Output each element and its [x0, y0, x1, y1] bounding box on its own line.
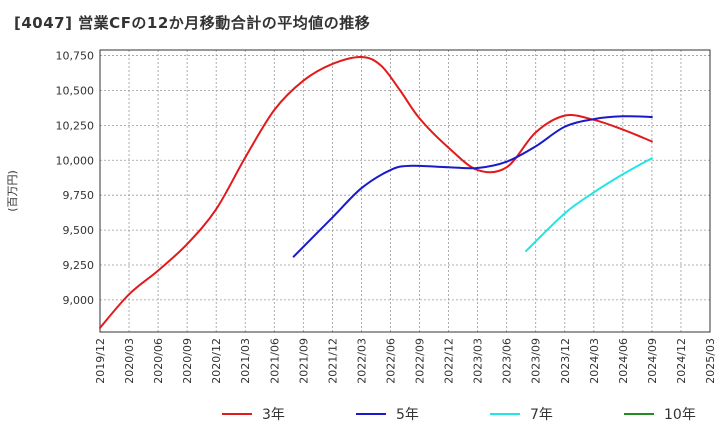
series-layer [99, 55, 653, 329]
y-tick-label: 9,250 [63, 259, 95, 272]
series-line-1 [99, 55, 653, 329]
x-tick-label: 2021/09 [297, 338, 310, 384]
x-tick-label: 2024/03 [588, 338, 601, 384]
x-tick-label: 2024/06 [617, 338, 630, 384]
x-tick-label: 2021/06 [268, 338, 281, 384]
x-tick-label: 2023/06 [501, 338, 514, 384]
chart-title: [4047] 営業CFの12か月移動合計の平均値の推移 [14, 14, 371, 32]
series-line-2 [292, 115, 653, 258]
legend-label: 5年 [396, 407, 419, 423]
x-tick-label: 2023/03 [472, 338, 485, 384]
x-tick-label: 2024/12 [675, 338, 688, 384]
x-tick-label: 2022/12 [443, 338, 456, 384]
x-tick-label: 2021/03 [239, 338, 252, 384]
legend-label: 3年 [262, 407, 285, 423]
x-tick-label: 2020/06 [152, 338, 165, 384]
y-tick-label: 9,750 [63, 189, 95, 202]
x-tick-label: 2023/09 [530, 338, 543, 384]
y-tick-label: 10,000 [56, 154, 95, 167]
grid-layer [99, 50, 711, 332]
legend-item: 7年 [490, 407, 553, 423]
y-tick-label: 10,500 [56, 84, 95, 97]
plot-frame [99, 49, 711, 333]
legend-item: 10年 [624, 407, 696, 423]
y-tick-label: 9,500 [63, 224, 95, 237]
x-tick-label: 2019/12 [94, 338, 107, 384]
y-tick-label: 9,000 [63, 294, 95, 307]
y-axis-label: (百万円) [6, 170, 19, 212]
x-tick-label: 2022/06 [384, 338, 397, 384]
x-tick-label: 2020/09 [181, 338, 194, 384]
x-tick-label: 2022/09 [414, 338, 427, 384]
legend-item: 5年 [356, 407, 419, 423]
legend-label: 10年 [664, 407, 696, 423]
legend-item: 3年 [222, 407, 285, 423]
y-axis: 9,000 9,250 9,500 9,750 10,000 10,250 10,500 10… [56, 50, 95, 307]
series-line-3 [525, 157, 653, 253]
x-tick-label: 2023/12 [559, 338, 572, 384]
x-tick-label: 2024/09 [646, 338, 659, 384]
x-tick-label: 2020/03 [123, 338, 136, 384]
x-tick-label: 2022/03 [355, 338, 368, 384]
y-tick-label: 10,750 [56, 50, 95, 63]
legend: 3年 5年 7年 10年 [222, 407, 696, 423]
y-tick-label: 10,250 [56, 119, 95, 132]
x-tick-label: 2025/03 [704, 338, 717, 384]
x-tick-label: 2020/12 [210, 338, 223, 384]
x-tick-label: 2021/12 [326, 338, 339, 384]
legend-label: 7年 [530, 407, 553, 423]
x-axis: 2019/12 2020/03 2020/06 2020/09 2020/12 2021/… [94, 338, 717, 384]
